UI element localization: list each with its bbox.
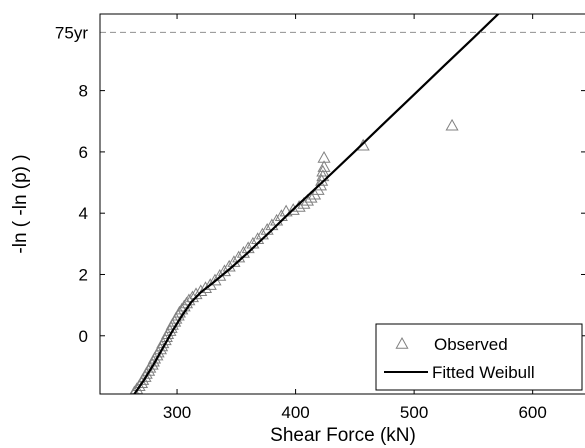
observed-point-35 (203, 278, 217, 290)
x-tick-label-400: 400 (281, 403, 309, 422)
legend-fitted-label: Fitted Weibull (432, 363, 535, 382)
observed-point-27 (175, 302, 189, 315)
x-tick-label-600: 600 (518, 403, 546, 422)
observed-point-66 (445, 118, 459, 131)
observed-point-63 (317, 160, 331, 172)
data-layer (129, 14, 500, 394)
y-tick-label-0: 0 (79, 327, 88, 346)
observed-point-62 (316, 164, 330, 177)
legend: Observed Fitted Weibull (375, 323, 583, 391)
y-axis-title: -ln ( -ln (p) ) (10, 154, 31, 253)
y-tick-label-2: 2 (79, 265, 88, 284)
x-tick-label-500: 500 (400, 403, 428, 422)
observed-point-57 (307, 187, 322, 200)
y-tick-label-4: 4 (79, 204, 88, 223)
legend-observed-label: Observed (434, 335, 508, 354)
observed-point-26 (172, 305, 186, 318)
x-axis-title: Shear Force (kN) (270, 425, 416, 446)
series-line-fitted-weibull (133, 14, 500, 394)
x-tick-label-300: 300 (163, 403, 191, 422)
legend-observed-marker (395, 336, 409, 349)
plot-area: 75yr 300 400 500 600 0 2 4 6 8 (55, 13, 585, 422)
observed-point-2 (132, 379, 146, 392)
observed-point-64 (317, 151, 331, 163)
y-tick-label-8: 8 (79, 82, 88, 101)
axis-layer: 300 400 500 600 0 2 4 6 8 (79, 13, 585, 422)
reference-line-layer: 75yr (55, 23, 585, 42)
observed-point-56 (304, 190, 318, 203)
observed-point-24 (169, 311, 183, 324)
legend-box (375, 323, 583, 391)
y-tick-label-6: 6 (79, 143, 88, 162)
reference-line-label: 75yr (55, 23, 88, 42)
observed-point-52 (286, 203, 300, 215)
observed-point-59 (313, 178, 328, 191)
axes-frame (99, 13, 585, 395)
